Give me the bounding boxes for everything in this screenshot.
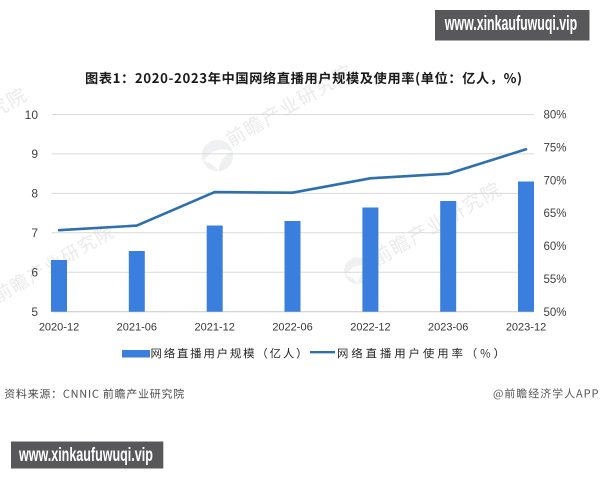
svg-text:65%: 65% (544, 208, 567, 220)
svg-text:7: 7 (31, 226, 38, 240)
svg-text:5: 5 (31, 305, 38, 319)
svg-text:60%: 60% (544, 241, 567, 253)
svg-text:6: 6 (31, 266, 38, 280)
svg-text:2022-06: 2022-06 (272, 322, 312, 334)
svg-text:50%: 50% (544, 307, 567, 319)
svg-text:2023-06: 2023-06 (428, 322, 468, 334)
svg-text:55%: 55% (544, 274, 567, 286)
svg-text:80%: 80% (544, 110, 567, 122)
svg-text:8: 8 (31, 187, 38, 201)
svg-text:2021-12: 2021-12 (195, 322, 235, 334)
svg-text:2020-12: 2020-12 (39, 322, 79, 334)
svg-text:70%: 70% (544, 175, 567, 187)
svg-text:2021-06: 2021-06 (117, 322, 157, 334)
svg-text:10: 10 (25, 108, 39, 122)
svg-text:2023-12: 2023-12 (506, 322, 546, 334)
svg-text:9: 9 (31, 147, 38, 161)
svg-text:www.xinkaufuwuqi.vip: www.xinkaufuwuqi.vip (444, 12, 577, 35)
svg-text:www.xinkaufuwuqi.vip: www.xinkaufuwuqi.vip (18, 444, 153, 465)
svg-text:75%: 75% (544, 143, 567, 155)
svg-text:2022-12: 2022-12 (350, 322, 390, 334)
